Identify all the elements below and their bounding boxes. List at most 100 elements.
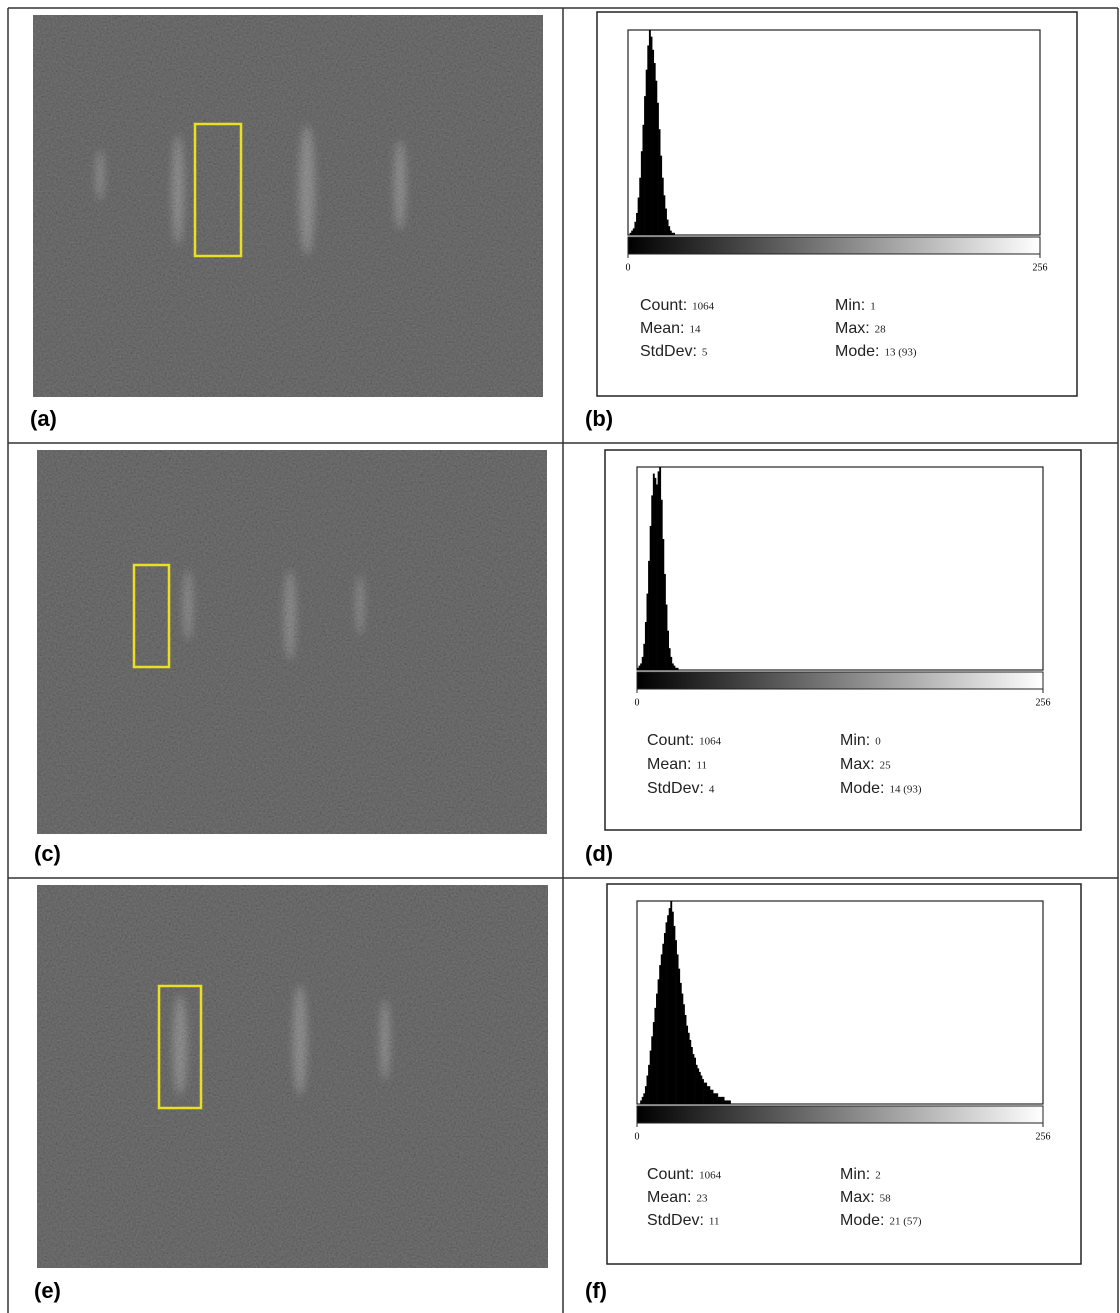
histogram-bar — [650, 36, 653, 236]
histogram-bar — [714, 1093, 717, 1104]
histogram-bar — [657, 979, 660, 1104]
x-tick-label: 0 — [635, 1131, 640, 1142]
stat-value: 1064 — [699, 1170, 722, 1182]
histogram-bar — [651, 495, 654, 670]
image-c — [37, 450, 547, 834]
gray-scale-bar — [636, 671, 1044, 690]
stat-label: Max: — [840, 756, 875, 773]
histogram-bar — [643, 1093, 646, 1104]
histogram-bar — [662, 943, 665, 1104]
panel-label: (c) — [34, 841, 61, 866]
histogram-bar — [665, 208, 667, 235]
stat-value: 1064 — [692, 301, 715, 313]
histogram-bar — [673, 232, 675, 235]
stat-label: Mean: — [647, 1189, 691, 1206]
stat-label: Min: — [835, 297, 865, 314]
histogram-bar — [724, 1100, 727, 1104]
histogram-bar — [655, 80, 658, 236]
image-a — [33, 15, 543, 397]
histogram-bar — [673, 925, 676, 1104]
histogram-bar — [698, 1071, 701, 1104]
histogram-bar — [659, 467, 662, 670]
stat-value: 23 — [696, 1193, 708, 1205]
histogram-bar — [661, 177, 664, 235]
histogram-bar — [646, 593, 649, 670]
histogram-bar — [631, 230, 634, 235]
histogram-bar — [700, 1075, 703, 1104]
histogram-bar — [686, 1025, 689, 1104]
stat-label: StdDev: — [640, 343, 697, 360]
histogram-bar — [639, 177, 642, 235]
stat-value: 25 — [880, 760, 892, 772]
histogram-bar — [675, 940, 677, 1104]
histogram-bar — [678, 968, 681, 1104]
histogram-bar — [645, 69, 648, 235]
histogram-bar — [652, 473, 655, 670]
histogram-bar — [725, 1100, 728, 1104]
histogram-bar — [656, 102, 659, 235]
stat-value: 2 — [875, 1170, 881, 1182]
histogram-bar — [632, 228, 635, 235]
plot-frame — [636, 900, 1044, 1105]
panel-label: (b) — [585, 406, 613, 431]
histogram-bar — [713, 1093, 716, 1104]
x-tick-label: 0 — [626, 262, 631, 273]
histogram-bar — [682, 1004, 685, 1104]
histogram-bar — [665, 604, 668, 670]
histogram-bar — [709, 1089, 712, 1104]
histogram-bar — [642, 124, 645, 235]
histogram-bar — [717, 1096, 720, 1104]
histogram-bar — [671, 911, 674, 1104]
histogram-bar — [666, 219, 669, 235]
stat-label: Min: — [840, 1166, 870, 1183]
histogram-bar — [663, 933, 666, 1104]
histogram-bar — [671, 232, 674, 235]
histogram-bar — [668, 908, 671, 1104]
histogram-bar — [638, 665, 641, 670]
histogram-bar — [652, 1022, 655, 1104]
stat-label: StdDev: — [647, 1212, 704, 1229]
histogram-bar — [648, 560, 650, 670]
histogram-bar — [668, 226, 671, 235]
histogram-bar — [669, 230, 672, 235]
histogram-bar — [681, 993, 684, 1104]
histogram-bar — [644, 1086, 647, 1104]
histogram-bar — [676, 954, 679, 1104]
stat-value: 4 — [709, 784, 715, 796]
stat-label: Count: — [647, 732, 694, 749]
histogram-bar — [668, 648, 671, 670]
plot-frame — [636, 466, 1044, 671]
histogram-bar — [643, 643, 646, 670]
histogram-bar — [637, 197, 640, 235]
histogram-bar — [708, 1086, 711, 1104]
histogram-bar — [641, 1096, 644, 1104]
stat-value: 11 — [696, 760, 707, 772]
panel-label: (a) — [30, 406, 57, 431]
histogram-bar — [648, 1064, 650, 1104]
stat-value: 1 — [870, 301, 876, 313]
stat-value: 1064 — [699, 736, 722, 748]
x-tick-label: 0 — [635, 697, 640, 708]
histogram-bar — [636, 212, 638, 235]
plot-frame — [627, 29, 1041, 236]
gray-scale-bar — [627, 236, 1041, 255]
stat-label: Count: — [647, 1166, 694, 1183]
table-borders — [7, 7, 1119, 1313]
histogram-bar — [676, 667, 679, 670]
stat-label: Mode: — [835, 343, 879, 360]
histogram-bar — [648, 30, 651, 235]
histogram-bar — [695, 1064, 698, 1104]
histogram-bar — [660, 954, 663, 1104]
histogram-bar — [649, 1050, 652, 1104]
histogram-bar — [728, 1100, 731, 1104]
histogram-bar — [692, 1054, 695, 1104]
stat-label: Mean: — [640, 320, 684, 337]
histogram-bar — [721, 1096, 723, 1104]
histogram-bar — [660, 499, 663, 670]
histogram-bar — [646, 1075, 649, 1104]
image-e — [37, 885, 548, 1268]
histogram-bar — [679, 982, 682, 1104]
histogram-bar — [657, 471, 660, 670]
histogram-bar — [711, 1089, 714, 1104]
